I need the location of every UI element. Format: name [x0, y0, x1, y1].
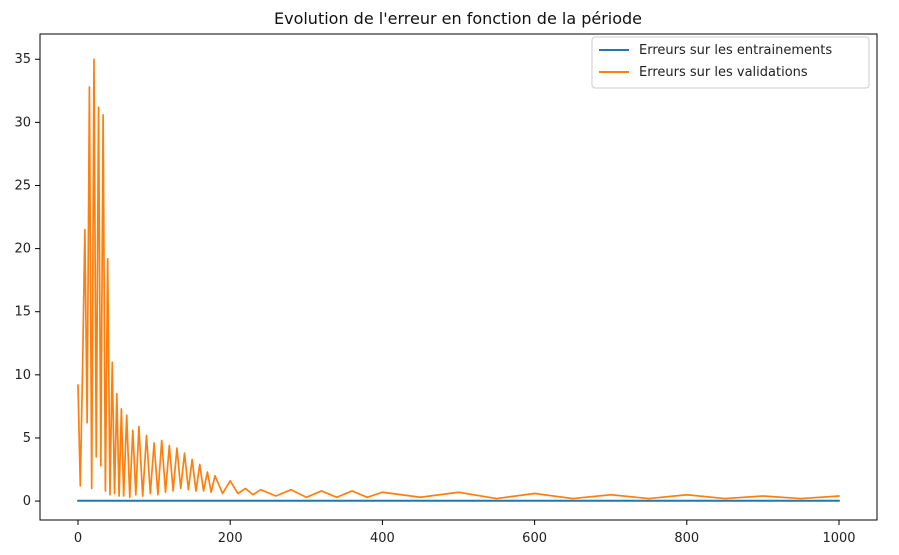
y-tick-label-0: 0	[23, 494, 31, 509]
x-tick-label-5: 1000	[822, 531, 855, 546]
y-tick-label-1: 5	[23, 431, 31, 446]
y-axis-ticks: 0 5 10 15 20 25 30 35	[14, 52, 40, 509]
legend-label-validation: Erreurs sur les validations	[639, 65, 808, 80]
y-tick-label-2: 10	[14, 368, 31, 383]
x-tick-label-2: 400	[370, 531, 395, 546]
plot-frame	[39, 33, 878, 521]
legend: Erreurs sur les entrainements Erreurs su…	[591, 36, 870, 89]
legend-box	[591, 36, 870, 89]
x-tick-label-0: 0	[74, 531, 82, 546]
x-tick-label-3: 600	[522, 531, 547, 546]
y-tick-label-3: 15	[14, 305, 31, 320]
y-tick-label-5: 25	[14, 178, 31, 193]
y-tick-label-7: 35	[14, 52, 31, 67]
series-line-validation	[77, 58, 840, 500]
plot-area: 0 200 400 600 800 1000 0 5 10 15 20 25 30 35	[14, 33, 878, 546]
series-layer	[77, 58, 840, 502]
chart-title: Evolution de l'erreur en fonction de la …	[274, 9, 642, 28]
y-tick-label-6: 30	[14, 115, 31, 130]
legend-label-training: Erreurs sur les entrainements	[639, 43, 832, 58]
y-tick-label-4: 20	[14, 242, 31, 257]
x-tick-label-4: 800	[674, 531, 699, 546]
x-tick-label-1: 200	[218, 531, 243, 546]
x-axis-ticks: 0 200 400 600 800 1000	[74, 520, 856, 546]
